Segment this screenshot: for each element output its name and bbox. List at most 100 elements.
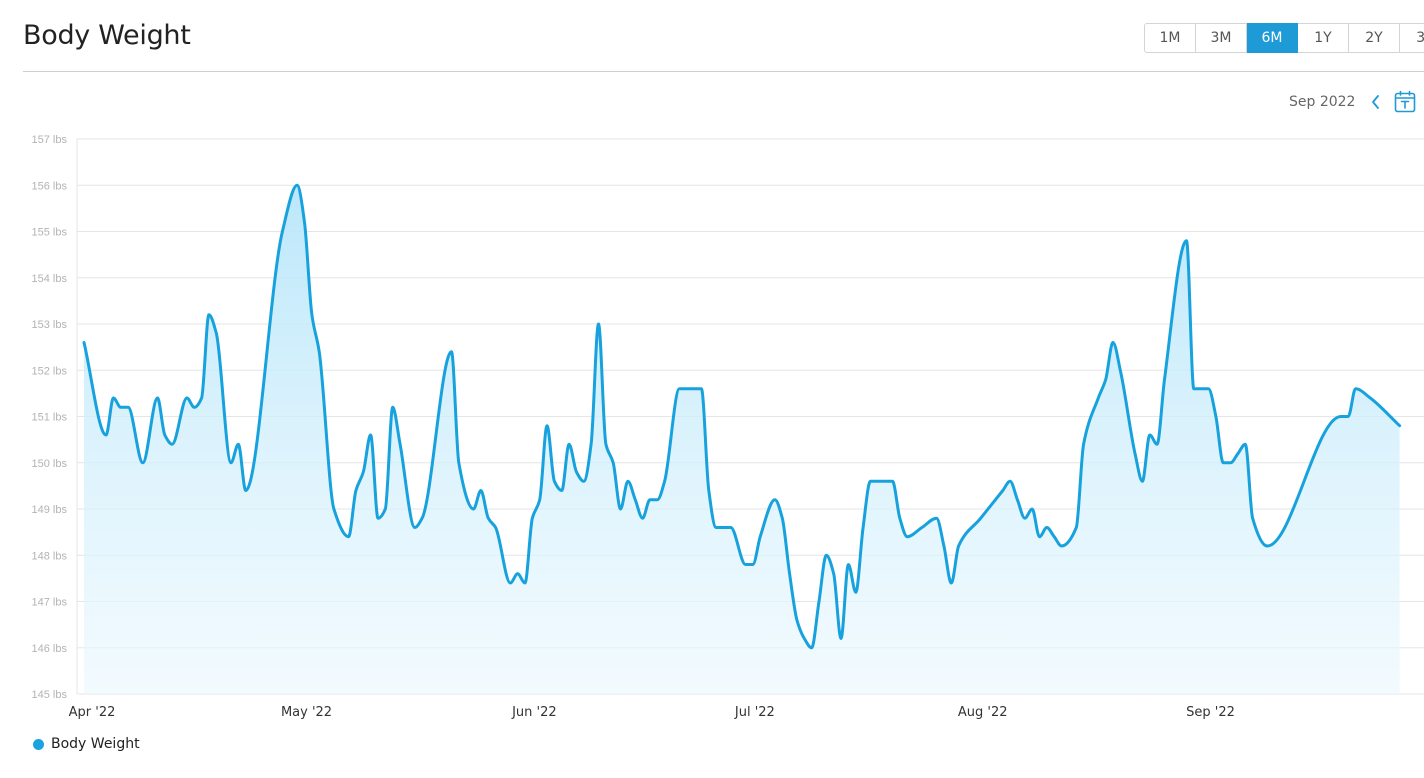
data-point[interactable]: 2022-09-21: 151.6	[1350, 383, 1362, 395]
data-point[interactable]: 2022-04-11: 151.4	[152, 392, 164, 404]
data-point[interactable]: 2022-07-16: 148.6	[857, 522, 869, 534]
data-point[interactable]: 2022-06-14: 149.6	[622, 475, 634, 487]
data-point[interactable]: 2022-09-01: 151.6	[1203, 383, 1215, 395]
data-point[interactable]: 2022-04-17: 151.4	[196, 392, 208, 404]
data-point[interactable]: 2022-06-21: 151.6	[673, 383, 685, 395]
data-point[interactable]: 2022-05-31: 147.4	[519, 577, 531, 589]
data-point[interactable]: 2022-05-01: 155.2	[299, 216, 311, 228]
data-point[interactable]: 2022-08-14: 148.6	[1070, 522, 1082, 534]
data-point[interactable]: 2022-06-13: 149	[615, 503, 627, 515]
data-point[interactable]: 2022-08-23: 149.6	[1136, 475, 1148, 487]
data-point[interactable]: 2022-07-28: 147.4	[945, 577, 957, 589]
data-point[interactable]: 2022-07-09: 146	[806, 642, 818, 654]
data-point[interactable]: 2022-07-10: 147	[813, 596, 825, 608]
data-point[interactable]: 2022-04-05: 151.4	[107, 392, 119, 404]
data-point[interactable]: 2022-08-12: 148.2	[1056, 540, 1068, 552]
data-point[interactable]: 2022-07-15: 147.2	[850, 586, 862, 598]
data-point[interactable]: 2022-05-17: 148.8	[416, 512, 428, 524]
data-point[interactable]: 2022-04-18: 153.2	[203, 309, 215, 321]
data-point[interactable]: 2022-05-03: 152.4	[313, 346, 325, 358]
data-point[interactable]: 2022-08-01: 148.8	[975, 512, 987, 524]
data-point[interactable]: 2022-06-26: 148.6	[710, 522, 722, 534]
data-point[interactable]: 2022-09-02: 151	[1210, 411, 1222, 423]
data-point[interactable]: 2022-05-09: 149.8	[357, 466, 369, 478]
data-point[interactable]: 2022-04-13: 150.4	[166, 438, 178, 450]
data-point[interactable]: 2022-06-10: 153	[593, 318, 605, 330]
data-point[interactable]: 2022-05-13: 151.2	[387, 401, 399, 413]
data-point[interactable]: 2022-07-17: 149.6	[864, 475, 876, 487]
data-point[interactable]: 2022-05-25: 149.4	[475, 485, 487, 497]
data-point[interactable]: 2022-07-22: 148.4	[901, 531, 913, 543]
data-point[interactable]: 2022-07-11: 148	[820, 549, 832, 561]
data-point[interactable]: 2022-08-26: 151.8	[1159, 374, 1171, 386]
data-point[interactable]: 2022-05-07: 148.4	[343, 531, 355, 543]
data-point[interactable]: 2022-09-06: 150.4	[1239, 438, 1251, 450]
data-point[interactable]: 2022-06-06: 150.4	[563, 438, 575, 450]
data-point[interactable]: 2022-09-20: 151	[1342, 411, 1354, 423]
data-point[interactable]: 2022-04-09: 150	[137, 457, 149, 469]
data-point[interactable]: 2022-08-18: 151.8	[1100, 374, 1112, 386]
data-point[interactable]: 2022-04-15: 151.4	[181, 392, 193, 404]
chevron-left-icon[interactable]	[1367, 91, 1385, 113]
data-point[interactable]: 2022-06-11: 150.4	[600, 438, 612, 450]
range-button-1y[interactable]: 1Y	[1298, 23, 1349, 53]
data-point[interactable]: 2022-06-15: 149.2	[629, 494, 641, 506]
data-point[interactable]: 2022-05-02: 153.2	[306, 309, 318, 321]
data-point[interactable]: 2022-05-21: 152.4	[446, 346, 458, 358]
data-point[interactable]: 2022-09-07: 148.8	[1247, 512, 1259, 524]
data-point[interactable]: 2022-07-07: 146.6	[791, 614, 803, 626]
data-point[interactable]: 2022-06-09: 150.4	[585, 438, 597, 450]
data-point[interactable]: 2022-07-21: 148.8	[894, 512, 906, 524]
range-button-6m[interactable]: 6M	[1247, 23, 1298, 53]
data-point[interactable]: 2022-04-28: 155	[276, 226, 288, 238]
data-point[interactable]: 2022-05-27: 148.6	[490, 522, 502, 534]
range-button-3m[interactable]: 3M	[1196, 23, 1247, 53]
data-point[interactable]: 2022-07-24: 148.6	[916, 522, 928, 534]
data-point[interactable]: 2022-08-05: 149.6	[1004, 475, 1016, 487]
data-point[interactable]: 2022-08-08: 149	[1026, 503, 1038, 515]
data-point[interactable]: 2022-05-08: 149.4	[350, 485, 362, 497]
data-point[interactable]: 2022-06-28: 148.6	[725, 522, 737, 534]
data-point[interactable]: 2022-09-23: 151.4	[1364, 392, 1376, 404]
calendar-today-icon[interactable]	[1393, 90, 1417, 114]
data-point[interactable]: 2022-07-06: 147.6	[784, 568, 796, 580]
data-point[interactable]: 2022-06-12: 150	[607, 457, 619, 469]
data-point[interactable]: 2022-08-22: 150.2	[1129, 448, 1141, 460]
data-point[interactable]: 2022-06-02: 149.2	[534, 494, 546, 506]
data-point[interactable]: 2022-06-18: 149.2	[651, 494, 663, 506]
data-point[interactable]: 2022-04-19: 152.8	[210, 327, 222, 339]
data-point[interactable]: 2022-07-29: 148.2	[953, 540, 965, 552]
data-point[interactable]: 2022-06-01: 148.8	[526, 512, 538, 524]
data-point[interactable]: 2022-07-02: 148.4	[754, 531, 766, 543]
data-point[interactable]: 2022-04-04: 150.6	[100, 429, 112, 441]
data-point[interactable]: 2022-06-24: 151.6	[695, 383, 707, 395]
data-point[interactable]: 2022-07-14: 147.8	[842, 559, 854, 571]
data-point[interactable]: 2022-07-27: 148.2	[938, 540, 950, 552]
data-point[interactable]: 2022-04-07: 151.2	[122, 401, 134, 413]
data-point[interactable]: 2022-09-09: 148.2	[1261, 540, 1273, 552]
data-point[interactable]: 2022-05-12: 149	[379, 503, 391, 515]
data-point[interactable]: 2022-08-30: 151.6	[1188, 383, 1200, 395]
data-point[interactable]: 2022-06-19: 149.6	[659, 475, 671, 487]
data-point[interactable]: 2022-08-15: 150.4	[1078, 438, 1090, 450]
data-point[interactable]: 2022-07-01: 147.8	[747, 559, 759, 571]
data-point[interactable]: 2022-07-05: 148.8	[776, 512, 788, 524]
data-point[interactable]: 2022-07-12: 147.6	[828, 568, 840, 580]
data-point[interactable]: 2022-08-25: 150.4	[1151, 438, 1163, 450]
data-point[interactable]: 2022-05-05: 149	[328, 503, 340, 515]
data-point[interactable]: 2022-05-22: 150	[453, 457, 465, 469]
data-point[interactable]: 2022-09-27: 150.8	[1394, 420, 1406, 432]
data-point[interactable]: 2022-08-06: 149.2	[1011, 494, 1023, 506]
data-point[interactable]: 2022-07-26: 148.8	[931, 512, 943, 524]
data-point[interactable]: 2022-06-05: 149.4	[556, 485, 568, 497]
data-point[interactable]: 2022-08-20: 152	[1114, 364, 1126, 376]
data-point[interactable]: 2022-04-01: 152.6	[78, 337, 90, 349]
range-button-1m[interactable]: 1M	[1144, 23, 1196, 53]
data-point[interactable]: 2022-07-04: 149.2	[769, 494, 781, 506]
data-point[interactable]: 2022-08-17: 151.4	[1092, 392, 1104, 404]
data-point[interactable]: 2022-06-08: 149.6	[578, 475, 590, 487]
data-point[interactable]: 2022-04-30: 156	[291, 179, 303, 191]
data-point[interactable]: 2022-05-24: 149	[468, 503, 480, 515]
data-point[interactable]: 2022-07-20: 149.6	[887, 475, 899, 487]
data-point[interactable]: 2022-04-23: 149.4	[240, 485, 252, 497]
